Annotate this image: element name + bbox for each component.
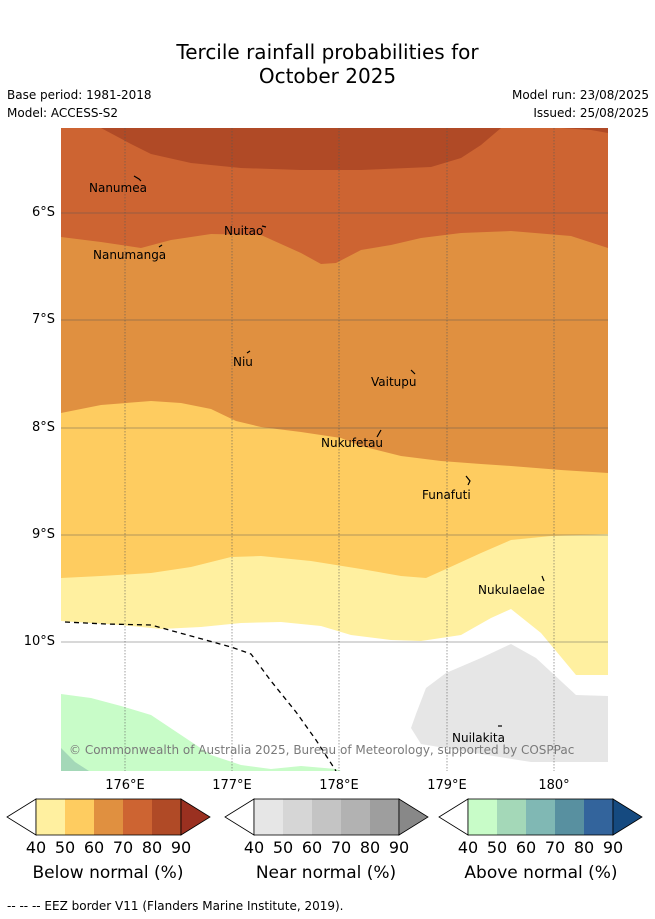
above-tick-70: 70 — [544, 838, 566, 857]
place-nukulaelae: Nukulaelae — [478, 583, 545, 597]
region-above-50 — [61, 748, 89, 771]
eez-border — [64, 621, 337, 771]
lat-label-8s: 8°S — [31, 420, 55, 435]
lat-label-6s: 6°S — [31, 205, 55, 220]
near-tick-60: 60 — [301, 838, 323, 857]
above-over-arrow — [612, 798, 643, 836]
island-nukufetau-mark — [376, 429, 382, 438]
below-tick-60: 60 — [83, 838, 105, 857]
above-under-arrow — [438, 798, 469, 836]
place-niu: Niu — [233, 355, 253, 369]
near-under-arrow — [224, 798, 255, 836]
near-swatch-0 — [254, 799, 283, 835]
map-title: Tercile rainfall probabilities for Octob… — [0, 40, 655, 88]
below-tick-70: 70 — [112, 838, 134, 857]
above-tick-90: 90 — [602, 838, 624, 857]
copyright-notice: © Commonwealth of Australia 2025, Bureau… — [69, 743, 574, 757]
issued-date: Issued: 25/08/2025 — [533, 106, 649, 120]
island-niu-mark — [246, 350, 251, 354]
place-nuilakita: Nuilakita — [452, 731, 505, 745]
near-swatch-1 — [283, 799, 312, 835]
colorbar-near — [224, 798, 429, 836]
near-swatch-4 — [370, 799, 399, 835]
eez-footnote: -- -- -- EEZ border V11 (Flanders Marine… — [7, 899, 344, 913]
below-swatch-2 — [94, 799, 123, 835]
region-near-40 — [411, 644, 608, 762]
lon-label-176e: 176°E — [105, 778, 145, 793]
colorbar-below — [6, 798, 211, 836]
below-over-arrow — [180, 798, 211, 836]
legend-near-label: Near normal (%) — [255, 863, 397, 883]
lat-label-10s: 10°S — [23, 634, 55, 649]
place-nukufetau: Nukufetau — [321, 436, 383, 450]
latitude-grid — [61, 212, 608, 643]
island-vaitupu-mark — [410, 369, 416, 375]
base-period: Base period: 1981-2018 — [7, 88, 152, 102]
longitude-grid — [124, 128, 555, 771]
forecast-map[interactable]: Nanumea Nuitao Nanumanga Niu Vaitupu Nuk… — [61, 128, 608, 771]
region-above-40 — [61, 694, 341, 771]
near-swatch-3 — [341, 799, 370, 835]
island-nuitao-mark — [261, 225, 267, 228]
below-tick-50: 50 — [54, 838, 76, 857]
place-nuitao: Nuitao — [224, 224, 263, 238]
place-nanumea: Nanumea — [89, 181, 147, 195]
near-over-arrow — [398, 798, 429, 836]
model-run: Model run: 23/08/2025 — [511, 88, 649, 102]
lon-label-178e: 178°E — [319, 778, 359, 793]
below-tick-40: 40 — [25, 838, 47, 857]
colorbar-above — [438, 798, 643, 836]
place-funafuti: Funafuti — [422, 488, 471, 502]
map-title-line1: Tercile rainfall probabilities for — [176, 40, 479, 64]
below-swatch-3 — [123, 799, 152, 835]
near-tick-90: 90 — [388, 838, 410, 857]
lat-label-7s: 7°S — [31, 312, 55, 327]
region-below-80 — [101, 128, 501, 170]
place-vaitupu: Vaitupu — [371, 375, 417, 389]
above-swatch-2 — [526, 799, 555, 835]
island-marks — [133, 175, 545, 727]
above-swatch-0 — [468, 799, 497, 835]
above-tick-60: 60 — [515, 838, 537, 857]
above-swatch-1 — [497, 799, 526, 835]
near-swatch-2 — [312, 799, 341, 835]
island-nanumea-mark — [133, 175, 142, 182]
legend-above-label: Above normal (%) — [464, 863, 618, 883]
above-swatch-3 — [555, 799, 584, 835]
legend-below-label: Below normal (%) — [32, 863, 184, 883]
above-tick-40: 40 — [457, 838, 479, 857]
above-tick-50: 50 — [486, 838, 508, 857]
lon-label-177e: 177°E — [212, 778, 252, 793]
lon-label-179e: 179°E — [427, 778, 467, 793]
above-tick-80: 80 — [573, 838, 595, 857]
map-title-line2: October 2025 — [258, 64, 397, 88]
near-tick-80: 80 — [359, 838, 381, 857]
lat-label-9s: 9°S — [31, 527, 55, 542]
below-tick-80: 80 — [141, 838, 163, 857]
below-swatch-0 — [36, 799, 65, 835]
lon-label-180: 180° — [538, 778, 570, 793]
island-nukulaelae-mark — [541, 575, 545, 582]
region-below-80-east — [561, 128, 608, 133]
island-funafuti-mark — [465, 475, 471, 486]
near-tick-70: 70 — [330, 838, 352, 857]
below-under-arrow — [6, 798, 37, 836]
below-tick-90: 90 — [170, 838, 192, 857]
near-tick-40: 40 — [243, 838, 265, 857]
below-swatch-1 — [65, 799, 94, 835]
above-swatch-4 — [584, 799, 613, 835]
place-nanumanga: Nanumanga — [93, 248, 166, 262]
below-swatch-4 — [152, 799, 181, 835]
island-nanumanga-mark — [158, 244, 163, 248]
model-name: Model: ACCESS-S2 — [7, 106, 119, 120]
place-labels: Nanumea Nuitao Nanumanga Niu Vaitupu Nuk… — [89, 181, 545, 745]
map-canvas: Nanumea Nuitao Nanumanga Niu Vaitupu Nuk… — [61, 128, 608, 771]
colorbars — [6, 798, 643, 836]
near-tick-50: 50 — [272, 838, 294, 857]
